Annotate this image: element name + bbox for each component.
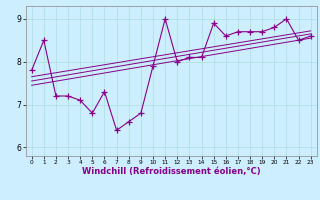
X-axis label: Windchill (Refroidissement éolien,°C): Windchill (Refroidissement éolien,°C) xyxy=(82,167,260,176)
